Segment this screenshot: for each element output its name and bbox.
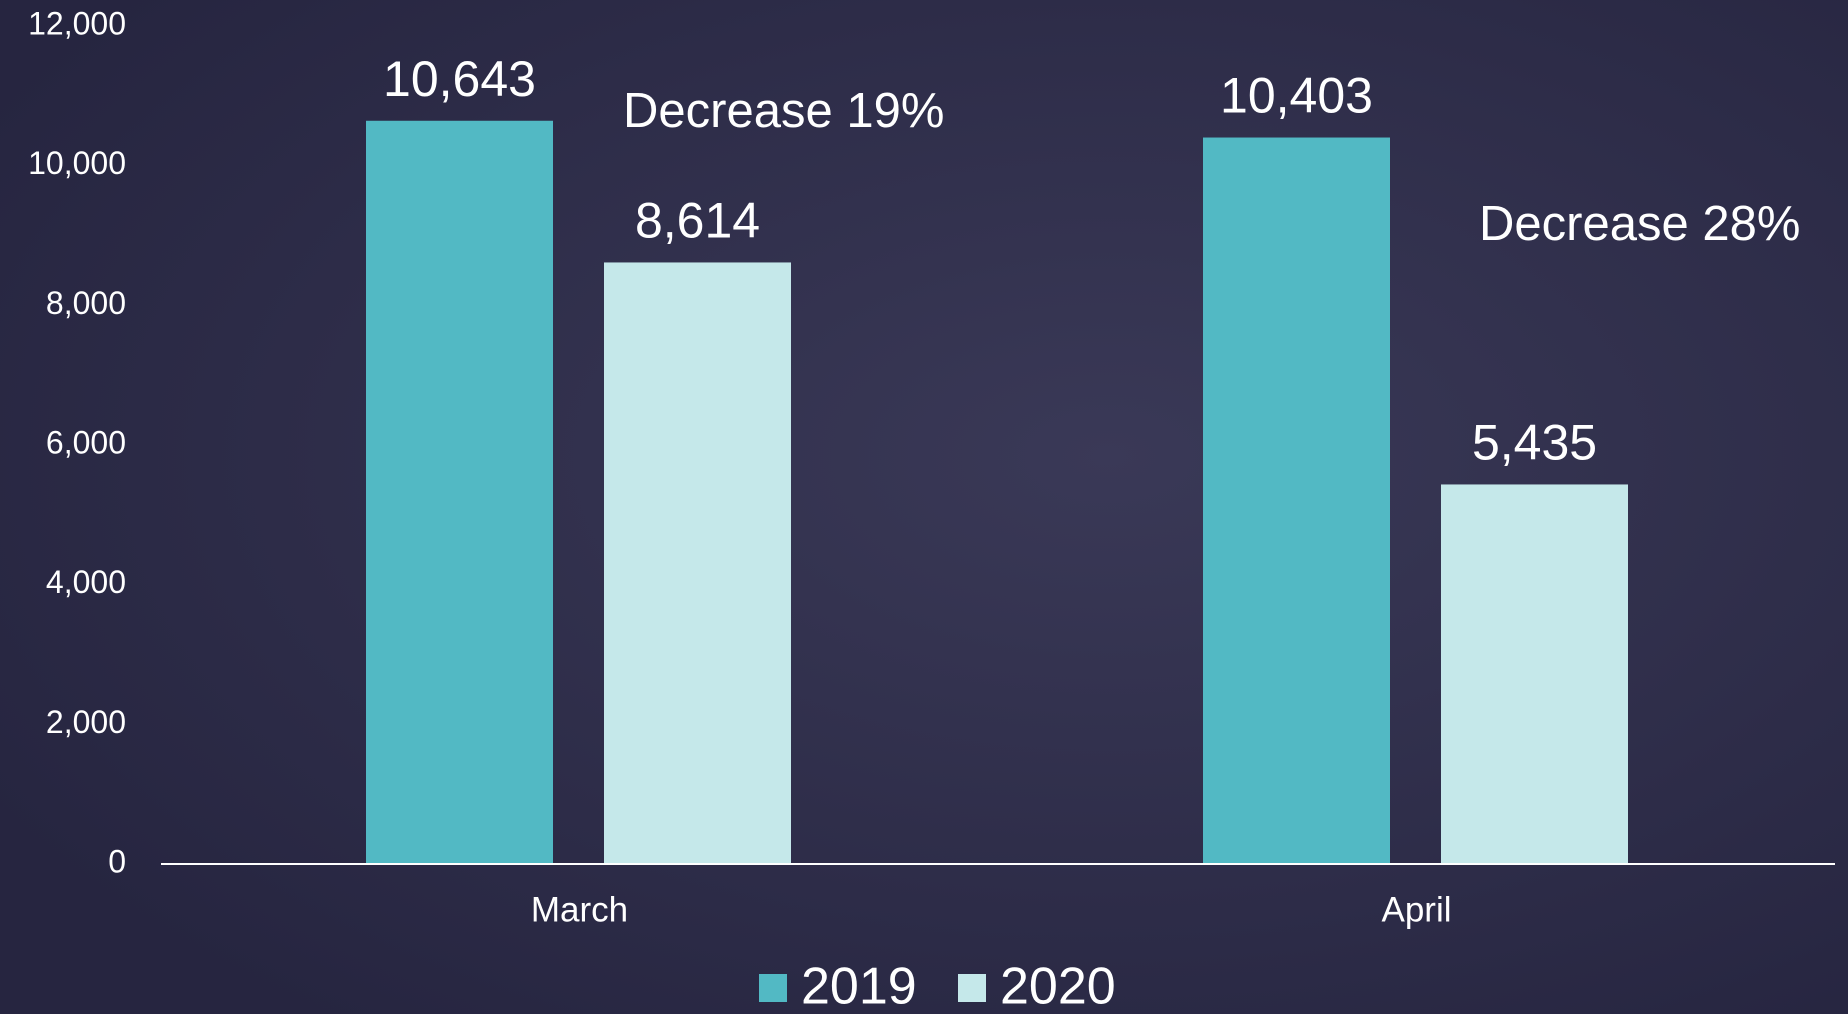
y-tick-label: 8,000 bbox=[46, 285, 126, 321]
bar bbox=[604, 262, 791, 864]
legend-label: 2020 bbox=[1000, 958, 1116, 1014]
annotation: Decrease 28% bbox=[1479, 197, 1800, 251]
legend-swatch bbox=[759, 974, 787, 1002]
y-tick-label: 4,000 bbox=[46, 564, 126, 600]
x-tick-label: April bbox=[1381, 890, 1451, 929]
y-tick-label: 0 bbox=[108, 843, 126, 879]
bar bbox=[1203, 138, 1390, 864]
y-tick-label: 2,000 bbox=[46, 704, 126, 740]
value-label: 10,643 bbox=[383, 51, 536, 107]
chart: 0 2,000 4,000 6,000 8,000 10,000 12,000 March 10… bbox=[0, 0, 1848, 1014]
y-tick-label: 6,000 bbox=[46, 424, 126, 460]
bar bbox=[1441, 484, 1628, 864]
legend-label: 2019 bbox=[801, 958, 917, 1014]
legend-swatch bbox=[958, 974, 986, 1002]
y-tick-label: 10,000 bbox=[28, 145, 126, 181]
x-tick-label: March bbox=[531, 890, 628, 929]
bar bbox=[366, 121, 553, 864]
value-label: 5,435 bbox=[1472, 415, 1597, 471]
value-label: 10,403 bbox=[1220, 68, 1373, 124]
value-label: 8,614 bbox=[635, 193, 760, 249]
annotation: Decrease 19% bbox=[623, 84, 944, 138]
y-tick-label: 12,000 bbox=[28, 5, 126, 41]
